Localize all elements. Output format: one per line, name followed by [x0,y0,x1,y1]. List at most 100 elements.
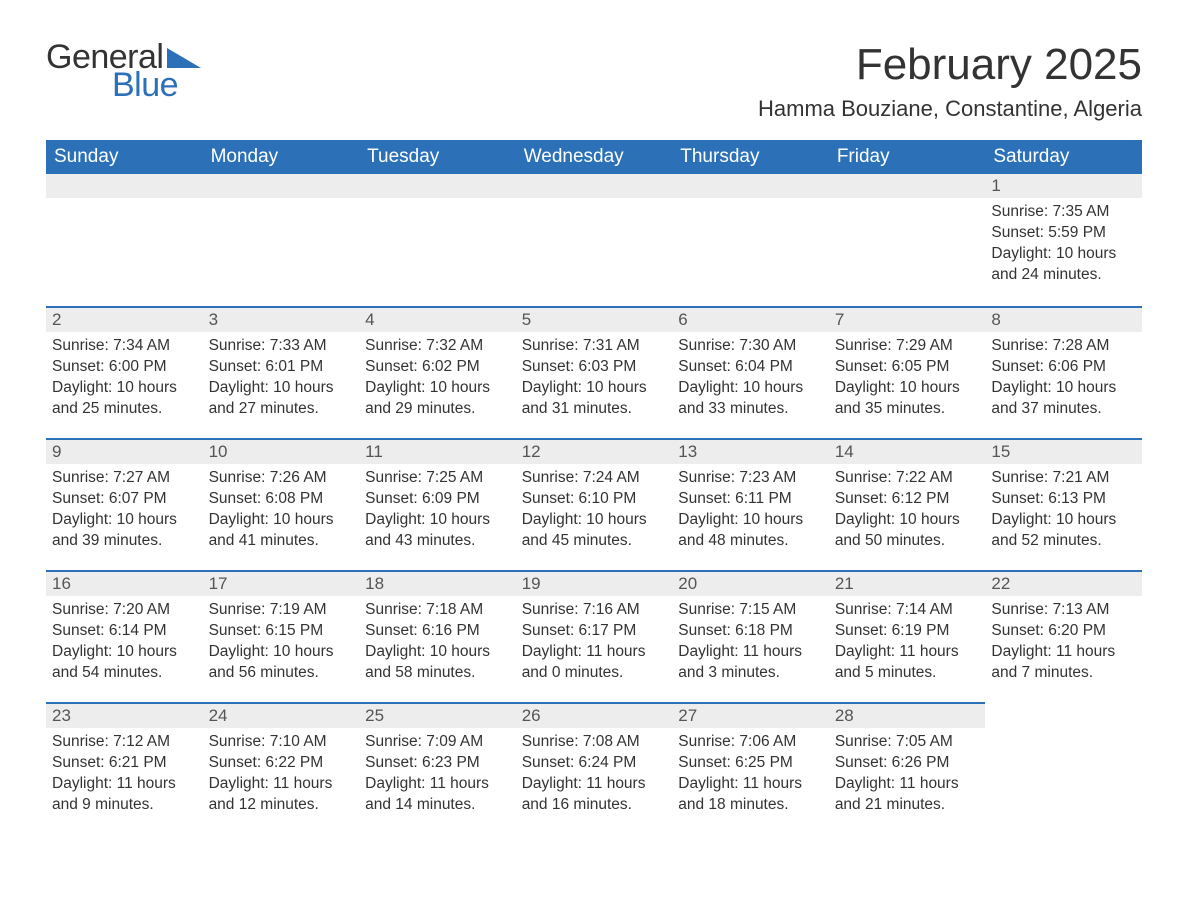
calendar-cell: 1Sunrise: 7:35 AMSunset: 5:59 PMDaylight… [985,174,1142,306]
calendar-cell [985,702,1142,834]
calendar-cell: 25Sunrise: 7:09 AMSunset: 6:23 PMDayligh… [359,702,516,834]
day-details: Sunrise: 7:24 AMSunset: 6:10 PMDaylight:… [516,464,673,558]
calendar-body: 1Sunrise: 7:35 AMSunset: 5:59 PMDaylight… [46,174,1142,834]
weekday-header: Tuesday [359,140,516,174]
day-details: Sunrise: 7:34 AMSunset: 6:00 PMDaylight:… [46,332,203,426]
logo-text-blue: Blue [112,68,201,102]
calendar-header-row: SundayMondayTuesdayWednesdayThursdayFrid… [46,140,1142,174]
day-number: 28 [829,702,986,728]
day-details: Sunrise: 7:26 AMSunset: 6:08 PMDaylight:… [203,464,360,558]
calendar-cell [203,174,360,306]
calendar-cell [516,174,673,306]
calendar-cell [829,174,986,306]
day-number: 3 [203,306,360,332]
day-number: 6 [672,306,829,332]
day-number: 5 [516,306,673,332]
day-details: Sunrise: 7:05 AMSunset: 6:26 PMDaylight:… [829,728,986,822]
day-details: Sunrise: 7:15 AMSunset: 6:18 PMDaylight:… [672,596,829,690]
weekday-header: Wednesday [516,140,673,174]
day-details: Sunrise: 7:33 AMSunset: 6:01 PMDaylight:… [203,332,360,426]
calendar-cell: 14Sunrise: 7:22 AMSunset: 6:12 PMDayligh… [829,438,986,570]
day-details: Sunrise: 7:08 AMSunset: 6:24 PMDaylight:… [516,728,673,822]
month-title: February 2025 [758,40,1142,90]
calendar-cell: 3Sunrise: 7:33 AMSunset: 6:01 PMDaylight… [203,306,360,438]
day-details: Sunrise: 7:29 AMSunset: 6:05 PMDaylight:… [829,332,986,426]
calendar-cell: 18Sunrise: 7:18 AMSunset: 6:16 PMDayligh… [359,570,516,702]
day-details: Sunrise: 7:10 AMSunset: 6:22 PMDaylight:… [203,728,360,822]
calendar-cell: 19Sunrise: 7:16 AMSunset: 6:17 PMDayligh… [516,570,673,702]
calendar-cell: 20Sunrise: 7:15 AMSunset: 6:18 PMDayligh… [672,570,829,702]
day-number: 13 [672,438,829,464]
day-details: Sunrise: 7:19 AMSunset: 6:15 PMDaylight:… [203,596,360,690]
calendar-cell: 13Sunrise: 7:23 AMSunset: 6:11 PMDayligh… [672,438,829,570]
day-details: Sunrise: 7:23 AMSunset: 6:11 PMDaylight:… [672,464,829,558]
day-number: 10 [203,438,360,464]
calendar-cell: 27Sunrise: 7:06 AMSunset: 6:25 PMDayligh… [672,702,829,834]
day-details: Sunrise: 7:16 AMSunset: 6:17 PMDaylight:… [516,596,673,690]
day-number: 7 [829,306,986,332]
calendar-cell: 21Sunrise: 7:14 AMSunset: 6:19 PMDayligh… [829,570,986,702]
day-details: Sunrise: 7:32 AMSunset: 6:02 PMDaylight:… [359,332,516,426]
day-number: 15 [985,438,1142,464]
day-number: 26 [516,702,673,728]
day-number: 17 [203,570,360,596]
day-number: 12 [516,438,673,464]
weekday-header: Friday [829,140,986,174]
header-row: General Blue February 2025 Hamma Bouzian… [46,40,1142,122]
day-details: Sunrise: 7:28 AMSunset: 6:06 PMDaylight:… [985,332,1142,426]
day-details: Sunrise: 7:31 AMSunset: 6:03 PMDaylight:… [516,332,673,426]
day-number: 23 [46,702,203,728]
day-details: Sunrise: 7:14 AMSunset: 6:19 PMDaylight:… [829,596,986,690]
day-number: 22 [985,570,1142,596]
day-number: 9 [46,438,203,464]
logo: General Blue [46,40,201,102]
day-number: 19 [516,570,673,596]
calendar-cell [46,174,203,306]
calendar-week-row: 16Sunrise: 7:20 AMSunset: 6:14 PMDayligh… [46,570,1142,702]
day-number: 27 [672,702,829,728]
day-details: Sunrise: 7:09 AMSunset: 6:23 PMDaylight:… [359,728,516,822]
day-number: 1 [985,174,1142,198]
calendar-week-row: 23Sunrise: 7:12 AMSunset: 6:21 PMDayligh… [46,702,1142,834]
weekday-header: Thursday [672,140,829,174]
calendar-cell: 8Sunrise: 7:28 AMSunset: 6:06 PMDaylight… [985,306,1142,438]
weekday-header: Sunday [46,140,203,174]
calendar-cell: 4Sunrise: 7:32 AMSunset: 6:02 PMDaylight… [359,306,516,438]
day-number: 14 [829,438,986,464]
day-number: 4 [359,306,516,332]
calendar-table: SundayMondayTuesdayWednesdayThursdayFrid… [46,140,1142,834]
day-details: Sunrise: 7:27 AMSunset: 6:07 PMDaylight:… [46,464,203,558]
calendar-cell [359,174,516,306]
day-details: Sunrise: 7:12 AMSunset: 6:21 PMDaylight:… [46,728,203,822]
day-details: Sunrise: 7:25 AMSunset: 6:09 PMDaylight:… [359,464,516,558]
day-details: Sunrise: 7:22 AMSunset: 6:12 PMDaylight:… [829,464,986,558]
calendar-cell: 24Sunrise: 7:10 AMSunset: 6:22 PMDayligh… [203,702,360,834]
logo-triangle-icon [167,46,201,68]
day-details: Sunrise: 7:20 AMSunset: 6:14 PMDaylight:… [46,596,203,690]
day-number: 20 [672,570,829,596]
location-subtitle: Hamma Bouziane, Constantine, Algeria [758,96,1142,122]
day-number: 16 [46,570,203,596]
calendar-cell: 22Sunrise: 7:13 AMSunset: 6:20 PMDayligh… [985,570,1142,702]
day-number: 11 [359,438,516,464]
calendar-week-row: 9Sunrise: 7:27 AMSunset: 6:07 PMDaylight… [46,438,1142,570]
day-number: 18 [359,570,516,596]
day-details: Sunrise: 7:30 AMSunset: 6:04 PMDaylight:… [672,332,829,426]
day-number: 21 [829,570,986,596]
day-details: Sunrise: 7:18 AMSunset: 6:16 PMDaylight:… [359,596,516,690]
calendar-cell: 23Sunrise: 7:12 AMSunset: 6:21 PMDayligh… [46,702,203,834]
calendar-cell: 26Sunrise: 7:08 AMSunset: 6:24 PMDayligh… [516,702,673,834]
calendar-cell: 10Sunrise: 7:26 AMSunset: 6:08 PMDayligh… [203,438,360,570]
title-block: February 2025 Hamma Bouziane, Constantin… [758,40,1142,122]
calendar-cell: 6Sunrise: 7:30 AMSunset: 6:04 PMDaylight… [672,306,829,438]
day-details: Sunrise: 7:35 AMSunset: 5:59 PMDaylight:… [985,198,1142,292]
day-number: 25 [359,702,516,728]
calendar-cell: 28Sunrise: 7:05 AMSunset: 6:26 PMDayligh… [829,702,986,834]
calendar-cell: 11Sunrise: 7:25 AMSunset: 6:09 PMDayligh… [359,438,516,570]
calendar-cell [672,174,829,306]
calendar-cell: 7Sunrise: 7:29 AMSunset: 6:05 PMDaylight… [829,306,986,438]
calendar-cell: 16Sunrise: 7:20 AMSunset: 6:14 PMDayligh… [46,570,203,702]
calendar-cell: 2Sunrise: 7:34 AMSunset: 6:00 PMDaylight… [46,306,203,438]
weekday-header: Monday [203,140,360,174]
calendar-cell: 5Sunrise: 7:31 AMSunset: 6:03 PMDaylight… [516,306,673,438]
